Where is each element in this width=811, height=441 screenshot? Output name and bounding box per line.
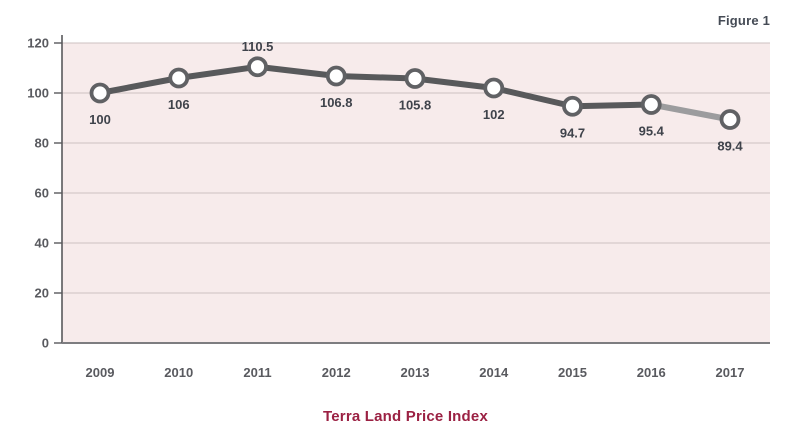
data-point-label: 102	[483, 107, 505, 122]
x-tick-label: 2014	[479, 365, 509, 380]
data-point-marker	[640, 94, 662, 115]
x-tick-label: 2017	[716, 365, 745, 380]
data-point-label: 89.4	[717, 139, 743, 154]
data-point-marker	[247, 56, 268, 78]
data-point-marker	[325, 65, 347, 87]
y-tick-label: 0	[42, 336, 49, 351]
chart-title: Terra Land Price Index	[322, 408, 488, 425]
x-tick-label: 2010	[164, 365, 193, 380]
data-point-marker	[719, 109, 741, 130]
x-tick-label: 2009	[86, 365, 115, 380]
x-tick-label: 2012	[322, 365, 351, 380]
data-point-marker	[89, 82, 111, 104]
data-point-label: 95.4	[639, 124, 665, 139]
trend-line-segment	[97, 75, 182, 96]
trend-line-segment	[254, 63, 340, 79]
data-point-label: 106	[168, 97, 190, 112]
y-tick-label: 60	[35, 186, 49, 201]
x-tick-label: 2013	[401, 365, 430, 380]
figure-number-label: Figure 1	[717, 13, 770, 28]
trend-line-segment	[175, 63, 261, 81]
x-tick-label: 2015	[558, 365, 587, 380]
data-point-label: 105.8	[399, 98, 432, 113]
data-point-label: 106.8	[320, 95, 353, 110]
data-point-marker	[404, 68, 426, 89]
y-tick-label: 80	[35, 136, 49, 151]
trend-line-segment	[569, 101, 655, 110]
y-tick-label: 120	[27, 36, 49, 51]
data-point-label: 100	[89, 112, 111, 127]
y-tick-label: 20	[35, 286, 49, 301]
line-chart: 0 20 40 60 80 100 120 100 106 110.5 106.8 105.8 102 9…	[27, 35, 770, 380]
data-point-marker	[483, 77, 505, 99]
x-tick-label: 2016	[637, 365, 666, 380]
data-point-marker	[168, 67, 190, 89]
y-tick-label: 40	[35, 236, 49, 251]
data-point-marker	[562, 95, 583, 117]
trend-line-segment	[648, 101, 733, 123]
trend-line-segment	[490, 85, 576, 110]
trend-line-segment	[333, 73, 418, 82]
data-point-label: 94.7	[560, 125, 585, 140]
x-tick-label: 2011	[243, 365, 271, 380]
data-point-label: 110.5	[242, 39, 274, 54]
trend-line-segment	[412, 75, 497, 91]
y-tick-label: 100	[27, 86, 49, 101]
